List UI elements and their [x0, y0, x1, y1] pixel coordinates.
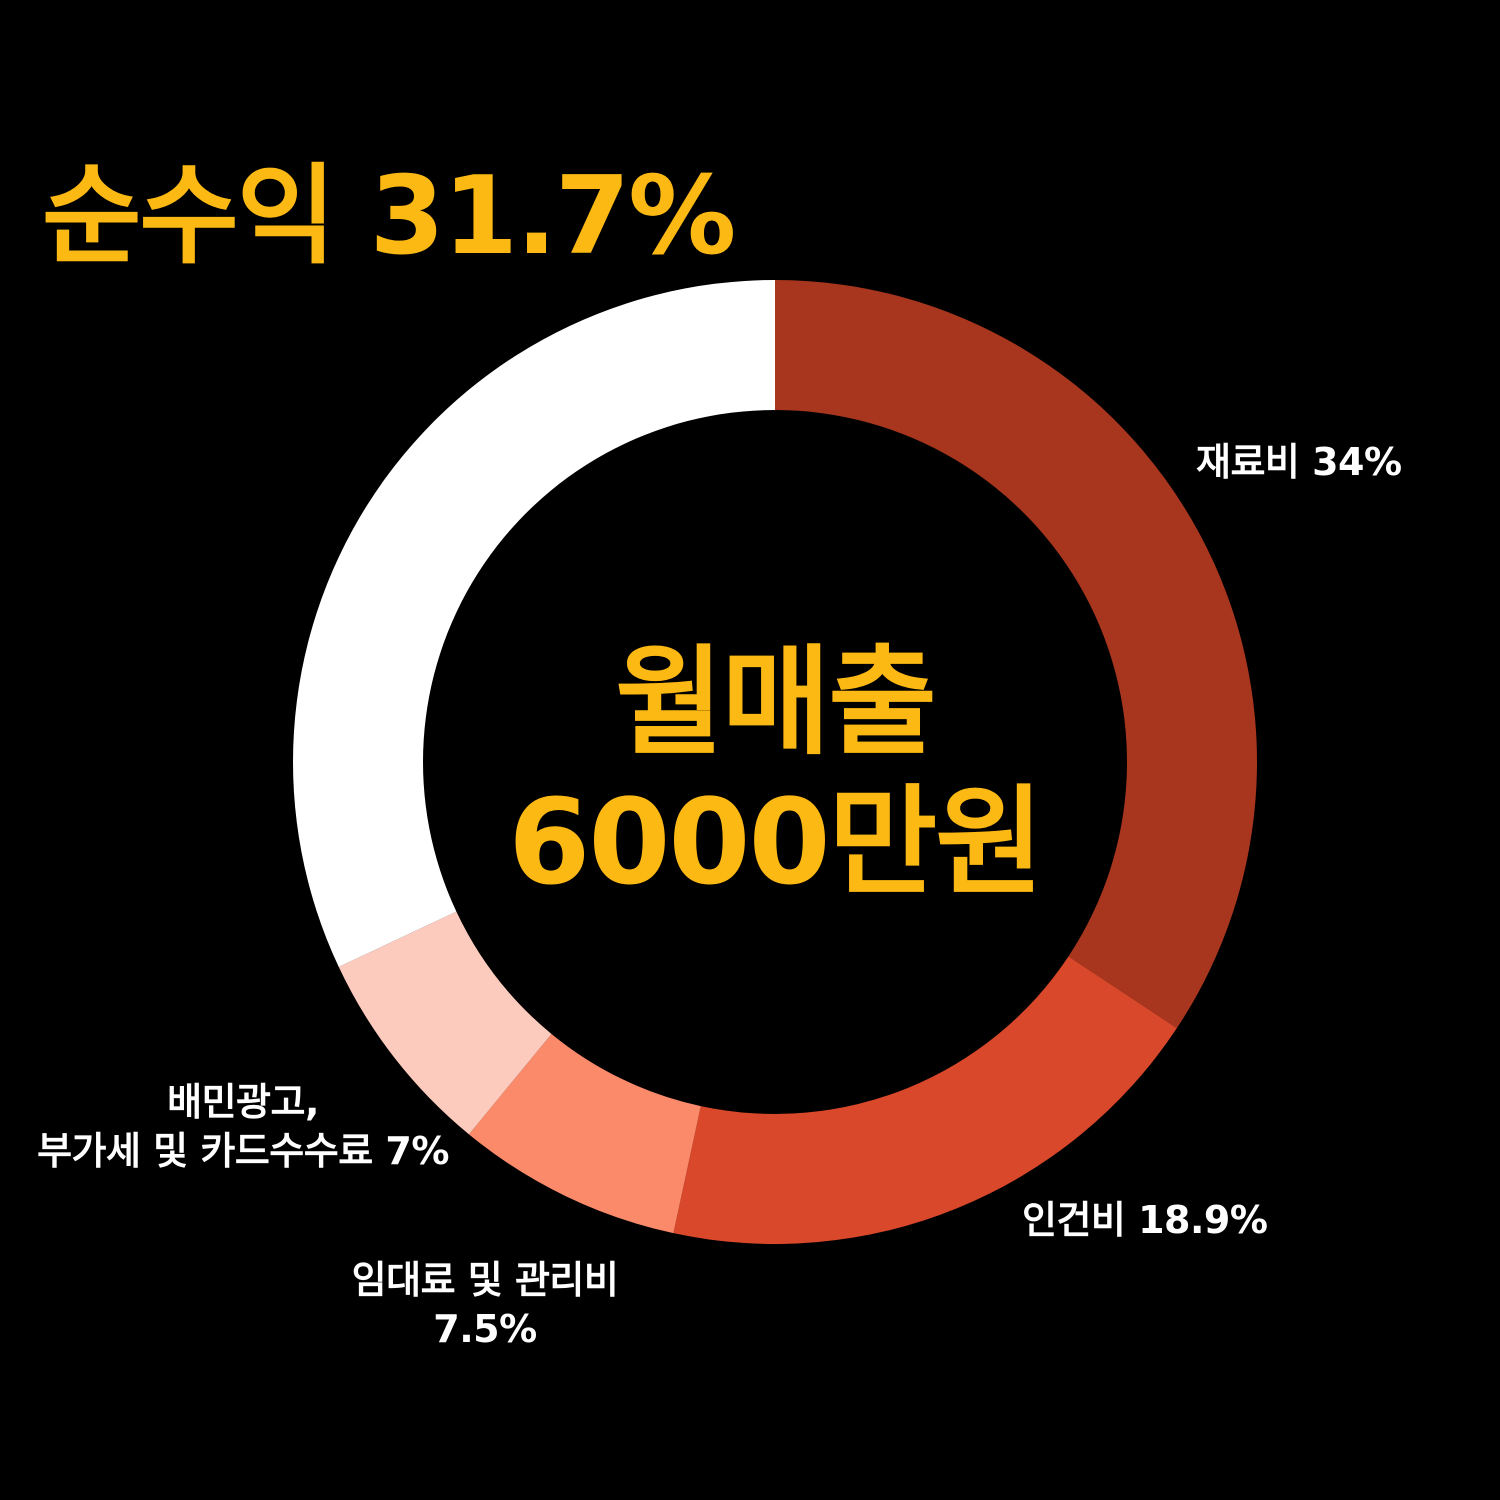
- donut-slice-2: [468, 1033, 701, 1234]
- slice-label-material: 재료비 34%: [1196, 438, 1402, 487]
- slice-label-rent-line2: 7.5%: [433, 1307, 537, 1352]
- donut-slice-1: [673, 956, 1177, 1244]
- donut-slice-4: [293, 280, 775, 967]
- donut-slice-0: [775, 280, 1257, 1029]
- slice-label-material-text: 재료비 34%: [1196, 440, 1402, 484]
- slice-label-labor: 인건비 18.9%: [1022, 1196, 1268, 1245]
- chart-title: 순수익 31.7%: [42, 154, 736, 279]
- slice-label-labor-text: 인건비 18.9%: [1022, 1198, 1268, 1242]
- slice-label-fees: 배민광고, 부가세 및 카드수수료 7%: [28, 1078, 458, 1177]
- center-label-line1: 월매출: [615, 633, 937, 771]
- slice-label-fees-line1: 배민광고,: [167, 1080, 319, 1124]
- slice-label-fees-line2: 부가세 및 카드수수료 7%: [37, 1129, 449, 1174]
- slice-label-rent: 임대료 및 관리비 7.5%: [320, 1256, 650, 1355]
- donut-slice-3: [338, 911, 552, 1135]
- slice-label-rent-line1: 임대료 및 관리비: [351, 1258, 619, 1302]
- center-label-line2: 6000만원: [508, 773, 1044, 911]
